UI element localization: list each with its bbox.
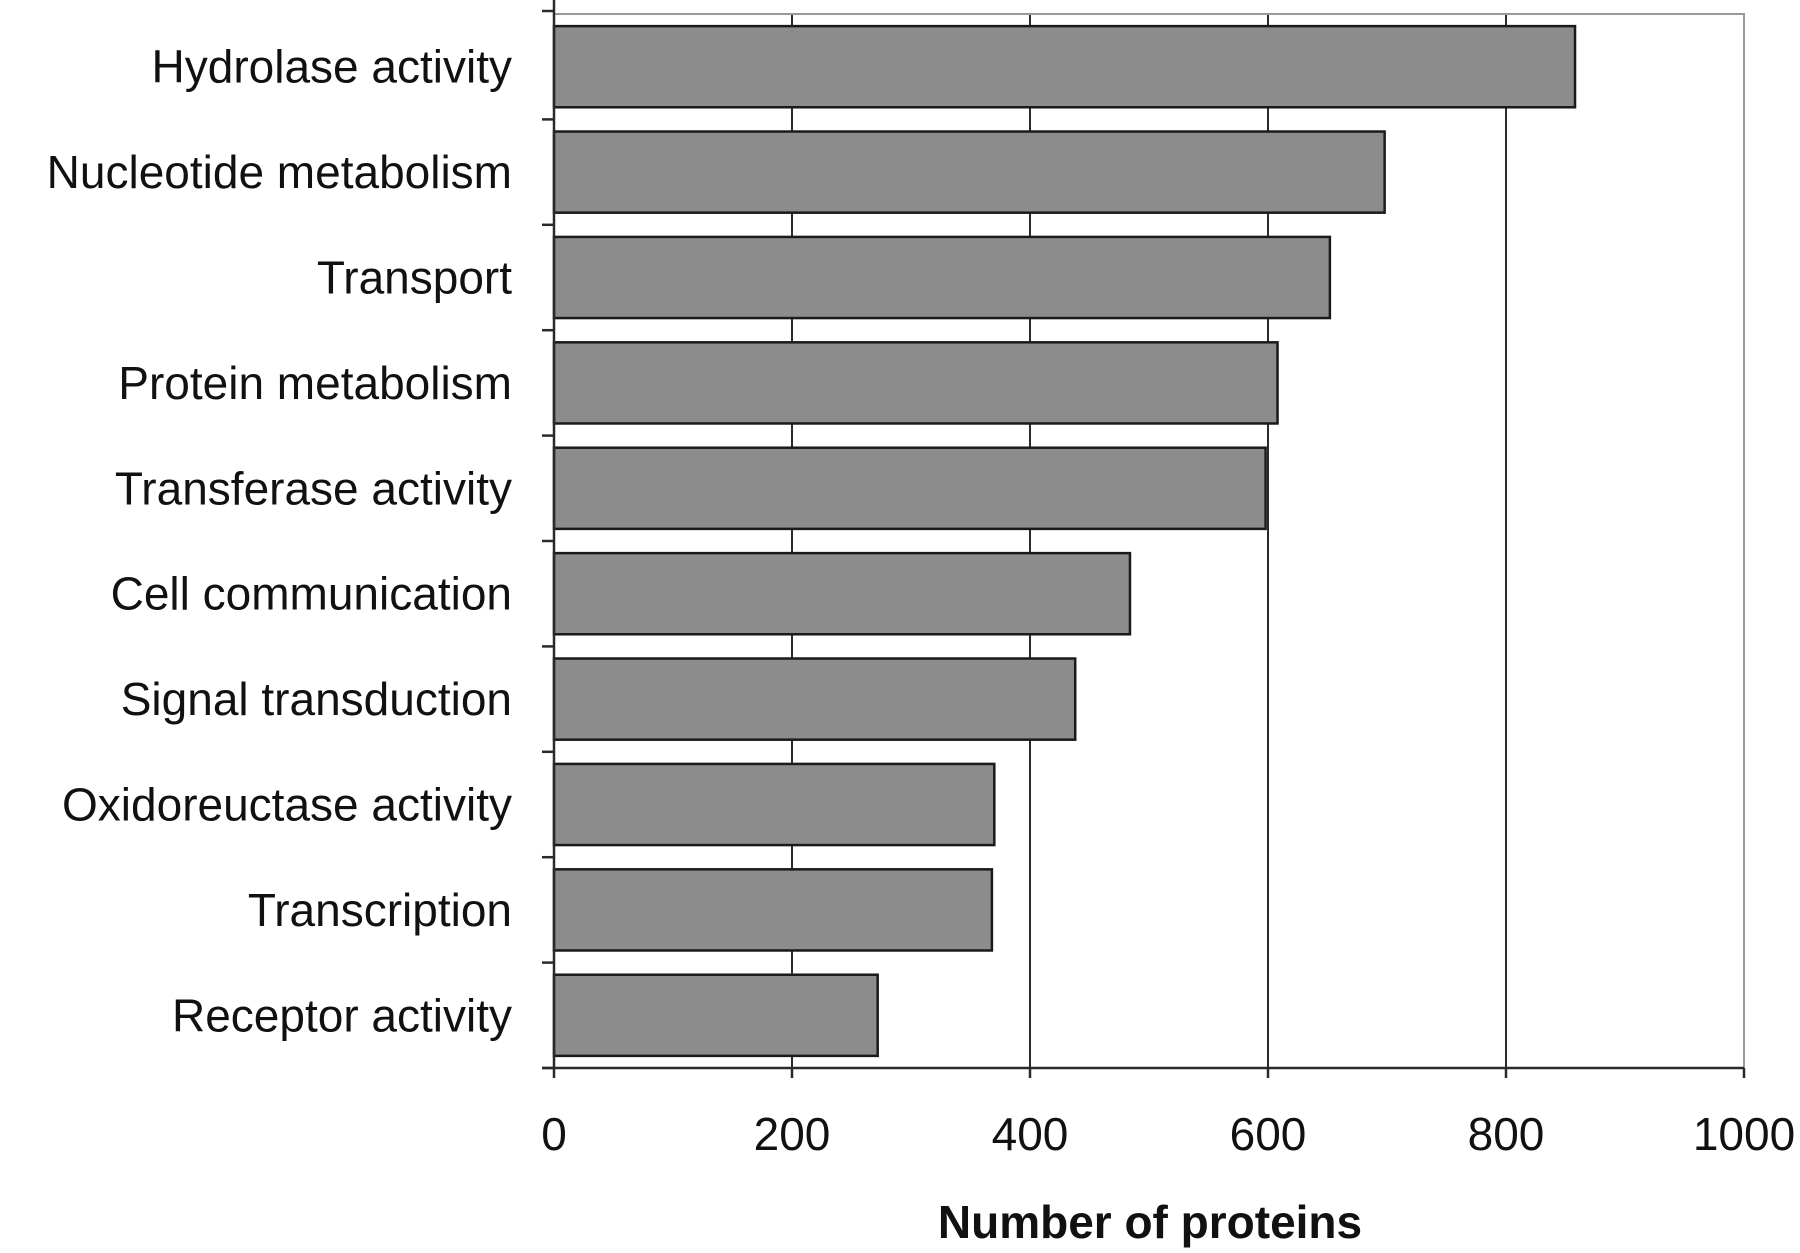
- bar: [552, 446, 1267, 531]
- x-tick-label: 0: [541, 1108, 567, 1160]
- bar: [552, 657, 1077, 741]
- category-label: Nucleotide metabolism: [47, 146, 512, 198]
- x-tick-label: 400: [992, 1108, 1069, 1160]
- x-axis-title: Number of proteins: [938, 1196, 1362, 1248]
- x-tick-label: 600: [1230, 1108, 1307, 1160]
- category-label: Protein metabolism: [118, 357, 512, 409]
- bar: [552, 235, 1332, 320]
- category-label: Hydrolase activity: [152, 41, 512, 93]
- x-tick-labels: 0 200 400 600 800 1000: [541, 1108, 1795, 1160]
- x-tick-label: 200: [754, 1108, 831, 1160]
- category-label: Cell communication: [111, 568, 512, 620]
- category-label: Receptor activity: [172, 989, 512, 1041]
- bar: [552, 24, 1577, 109]
- x-tick-label: 800: [1468, 1108, 1545, 1160]
- bar: [552, 868, 994, 952]
- category-label: Transport: [317, 252, 512, 304]
- category-label: Oxidoreuctase activity: [62, 779, 512, 831]
- x-tick-label: 1000: [1693, 1108, 1795, 1160]
- bar: [552, 130, 1386, 214]
- bars: [552, 24, 1577, 1058]
- category-label: Signal transduction: [121, 673, 512, 725]
- bar: [552, 551, 1132, 636]
- category-labels: Hydrolase activity Nucleotide metabolism T…: [47, 41, 513, 1042]
- category-label: Transferase activity: [115, 462, 512, 514]
- bar: [552, 973, 879, 1058]
- bar: [552, 341, 1279, 425]
- category-label: Transcription: [248, 884, 512, 936]
- axes: [542, 0, 1746, 1078]
- bar: [552, 762, 996, 847]
